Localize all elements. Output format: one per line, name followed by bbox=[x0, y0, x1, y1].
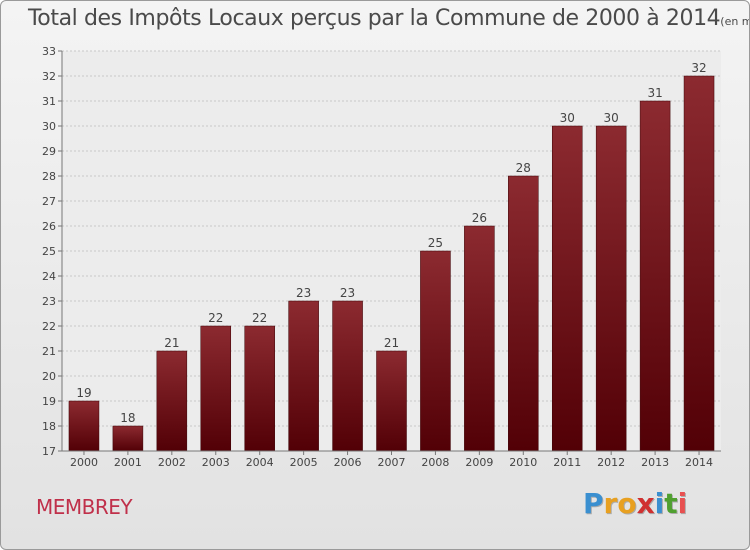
x-tick-label: 2014 bbox=[685, 456, 713, 469]
bar-2002 bbox=[156, 350, 188, 452]
y-tick-label: 27 bbox=[42, 195, 56, 208]
logo-letter: t bbox=[664, 487, 678, 520]
x-tick-label: 2003 bbox=[202, 456, 230, 469]
data-label: 26 bbox=[472, 211, 487, 225]
bar-2006 bbox=[332, 300, 363, 452]
bar-2014 bbox=[683, 75, 715, 452]
x-tick-label: 2006 bbox=[334, 456, 362, 469]
chart-title: Total des Impôts Locaux perçus par la Co… bbox=[28, 6, 749, 31]
y-tick-label: 24 bbox=[42, 270, 56, 283]
x-tick-label: 2013 bbox=[641, 456, 669, 469]
y-tick-label: 26 bbox=[42, 220, 56, 233]
x-tick-label: 2004 bbox=[246, 456, 274, 469]
data-label: 21 bbox=[164, 336, 179, 350]
bar-2001 bbox=[112, 425, 144, 452]
logo-letter: r bbox=[603, 487, 618, 520]
x-tick-label: 2005 bbox=[290, 456, 318, 469]
x-tick-label: 2010 bbox=[509, 456, 537, 469]
data-label: 25 bbox=[428, 236, 443, 250]
bar-2012 bbox=[595, 125, 627, 452]
y-tick-label: 23 bbox=[42, 295, 56, 308]
logo-letter: o bbox=[617, 487, 637, 520]
data-label: 30 bbox=[604, 111, 619, 125]
bar-2008 bbox=[420, 250, 451, 452]
bar-2005 bbox=[288, 300, 319, 452]
bar-2004 bbox=[244, 325, 275, 452]
y-tick-label: 18 bbox=[42, 420, 56, 433]
data-labels: 19 18 21 22 22 23 23 21 25 26 28 30 30 31 32 bbox=[76, 61, 706, 425]
chart-unit: (en milliers d'€) bbox=[720, 15, 749, 28]
logo-letter: P bbox=[583, 487, 604, 520]
x-tick-label: 2007 bbox=[378, 456, 406, 469]
x-axis-labels: 2000 2001 2002 2003 2004 2005 2006 2007 2008 2009… bbox=[70, 451, 713, 469]
bar-2000 bbox=[68, 400, 100, 452]
bars bbox=[68, 75, 715, 452]
bar-2009 bbox=[464, 225, 495, 452]
y-tick-label: 32 bbox=[42, 70, 56, 83]
logo-letter: i bbox=[677, 487, 688, 520]
data-label: 19 bbox=[76, 386, 91, 400]
x-tick-label: 2000 bbox=[70, 456, 98, 469]
x-tick-label: 2012 bbox=[597, 456, 625, 469]
data-label: 23 bbox=[340, 286, 355, 300]
data-label: 18 bbox=[120, 411, 135, 425]
bar-2007 bbox=[376, 350, 407, 452]
y-tick-label: 31 bbox=[42, 95, 56, 108]
data-label: 32 bbox=[691, 61, 706, 75]
bar-2003 bbox=[200, 325, 232, 452]
y-tick-label: 20 bbox=[42, 370, 56, 383]
commune-name: MEMBREY bbox=[36, 495, 133, 519]
bar-2010 bbox=[508, 175, 539, 452]
data-label: 23 bbox=[296, 286, 311, 300]
y-tick-label: 30 bbox=[42, 120, 56, 133]
logo-letter: i bbox=[654, 487, 665, 520]
data-label: 21 bbox=[384, 336, 399, 350]
y-tick-label: 33 bbox=[42, 45, 56, 58]
x-tick-label: 2009 bbox=[465, 456, 493, 469]
x-tick-label: 2011 bbox=[553, 456, 581, 469]
y-axis-labels: 17 18 19 20 21 22 23 24 25 26 27 28 29 30 31 32 33 bbox=[42, 45, 62, 458]
y-tick-label: 17 bbox=[42, 445, 56, 458]
bar-2011 bbox=[551, 125, 583, 452]
bar-2013 bbox=[639, 100, 671, 452]
proxiti-logo[interactable]: Proxiti bbox=[583, 487, 687, 520]
chart-title-text: Total des Impôts Locaux perçus par la Co… bbox=[28, 6, 721, 31]
y-tick-label: 22 bbox=[42, 320, 56, 333]
x-tick-label: 2002 bbox=[158, 456, 186, 469]
logo-letter: x bbox=[636, 487, 655, 520]
y-tick-label: 21 bbox=[42, 345, 56, 358]
y-tick-label: 29 bbox=[42, 145, 56, 158]
data-label: 30 bbox=[560, 111, 575, 125]
x-tick-label: 2008 bbox=[421, 456, 449, 469]
y-tick-label: 25 bbox=[42, 245, 56, 258]
data-label: 31 bbox=[647, 86, 662, 100]
y-tick-label: 28 bbox=[42, 170, 56, 183]
data-label: 22 bbox=[208, 311, 223, 325]
data-label: 28 bbox=[516, 161, 531, 175]
data-label: 22 bbox=[252, 311, 267, 325]
y-tick-label: 19 bbox=[42, 395, 56, 408]
x-tick-label: 2001 bbox=[114, 456, 142, 469]
